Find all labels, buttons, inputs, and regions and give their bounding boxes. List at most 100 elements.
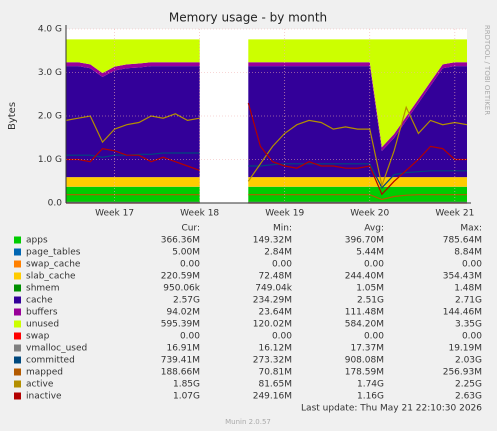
legend-header: Max: [460, 224, 482, 234]
legend-swatch [14, 272, 21, 280]
legend-swatch [14, 320, 21, 328]
legend-stat: 2.03G [455, 356, 482, 366]
legend-stat: 0.00 [462, 332, 482, 342]
legend-stat: 120.02M [253, 320, 292, 330]
footer: Munin 2.0.57 [225, 418, 271, 426]
legend-stat: 188.66M [161, 368, 200, 378]
legend-stat: 149.32M [253, 236, 292, 246]
legend-stat: 785.64M [443, 236, 482, 246]
legend-stat: 749.04k [255, 284, 292, 294]
legend-stat: 5.00M [172, 248, 200, 258]
legend-stat: 5.44M [356, 248, 384, 258]
legend-stat: 1.16G [357, 392, 384, 402]
legend-stat: 908.08M [345, 356, 384, 366]
x-tick-label: Week 21 [435, 209, 474, 219]
legend-swatch [14, 392, 21, 400]
legend-name: slab_cache [26, 272, 76, 282]
legend-stat: 595.39M [161, 320, 200, 330]
legend-stat: 2.25G [455, 380, 482, 390]
legend-stat: 273.32M [253, 356, 292, 366]
legend-stat: 3.35G [455, 320, 482, 330]
x-tick-label: Week 18 [180, 209, 219, 219]
legend-stat: 0.00 [272, 260, 292, 270]
legend-stat: 1.05M [356, 284, 384, 294]
legend-stat: 0.00 [462, 260, 482, 270]
area [66, 177, 467, 187]
legend-stat: 0.00 [272, 332, 292, 342]
legend-swatch [14, 260, 21, 268]
legend-swatch [14, 344, 21, 352]
legend-name: unused [26, 320, 59, 330]
legend-stat: 70.81M [258, 368, 292, 378]
legend-stat: 2.71G [455, 296, 482, 306]
legend-header: Avg: [364, 224, 384, 234]
legend-name: committed [26, 356, 75, 366]
legend-stat: 16.91M [166, 344, 200, 354]
legend-stat: 144.46M [443, 308, 482, 318]
legend-swatch [14, 368, 21, 376]
legend-stat: 1.07G [173, 392, 200, 402]
legend-stat: 739.41M [161, 356, 200, 366]
y-tick-label: 3.0 G [38, 68, 62, 78]
legend-name: page_tables [26, 248, 81, 258]
legend-stat: 584.20M [345, 320, 384, 330]
legend-stat: 354.43M [443, 272, 482, 282]
legend-stat: 1.85G [173, 380, 200, 390]
legend-stat: 950.06k [163, 284, 200, 294]
legend-stat: 2.57G [173, 296, 200, 306]
legend-stat: 1.48M [454, 284, 482, 294]
legend-name: mapped [26, 368, 63, 378]
legend-swatch [14, 380, 21, 388]
legend-name: buffers [26, 308, 58, 318]
legend-name: swap [26, 332, 50, 342]
last-update: Last update: Thu May 21 22:10:30 2026 [301, 404, 482, 414]
y-tick-label: 4.0 G [38, 25, 62, 35]
legend-stat: 19.19M [448, 344, 482, 354]
legend-stat: 81.65M [258, 380, 292, 390]
legend-stat: 111.48M [345, 308, 384, 318]
legend-stat: 178.59M [345, 368, 384, 378]
legend-swatch [14, 236, 21, 244]
legend-swatch [14, 308, 21, 316]
legend-stat: 94.02M [166, 308, 200, 318]
legend-header: Min: [273, 224, 292, 234]
legend-swatch [14, 284, 21, 292]
legend-name: swap_cache [26, 260, 81, 270]
legend-stat: 0.00 [180, 332, 200, 342]
x-tick-label: Week 19 [265, 209, 304, 219]
line [65, 105, 468, 188]
side-note: RRDTOOL / TOBI OETIKER [483, 25, 491, 115]
legend-name: vmalloc_used [26, 344, 87, 354]
y-axis-label: Bytes [7, 102, 18, 130]
legend-stat: 220.59M [161, 272, 200, 282]
legend-stat: 16.12M [258, 344, 292, 354]
legend-stat: 72.48M [258, 272, 292, 282]
legend-name: shmem [26, 284, 59, 294]
legend-stat: 0.00 [364, 260, 384, 270]
legend-swatch [14, 296, 21, 304]
chart-title: Memory usage - by month [169, 11, 327, 25]
y-tick-label: 1.0 G [38, 155, 62, 165]
legend-stat: 249.16M [253, 392, 292, 402]
y-tick-label: 0.0 [48, 199, 63, 209]
area [66, 66, 467, 178]
legend-stat: 234.29M [253, 296, 292, 306]
legend-swatch [14, 356, 21, 364]
legend-stat: 17.37M [350, 344, 384, 354]
legend-stat: 0.00 [180, 260, 200, 270]
legend-stat: 366.36M [161, 236, 200, 246]
legend-swatch [14, 248, 21, 256]
legend-stat: 2.63G [455, 392, 482, 402]
legend-stat: 1.74G [357, 380, 384, 390]
legend-stat: 8.84M [454, 248, 482, 258]
legend-name: apps [26, 236, 48, 246]
legend-name: active [26, 380, 54, 390]
legend-stat: 2.51G [357, 296, 384, 306]
legend-stat: 256.93M [443, 368, 482, 378]
x-tick-label: Week 20 [350, 209, 389, 219]
legend-stat: 23.64M [258, 308, 292, 318]
legend-stat: 396.70M [345, 236, 384, 246]
legend-stat: 244.40M [345, 272, 384, 282]
